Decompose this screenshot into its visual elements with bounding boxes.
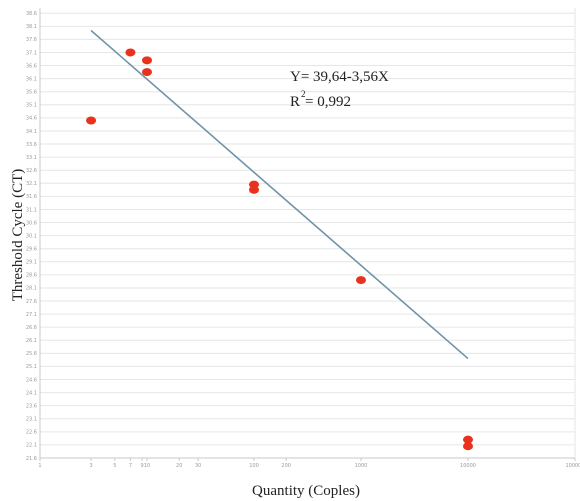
y-tick-label: 31.1 — [26, 207, 37, 213]
y-tick-label: 38.1 — [26, 24, 37, 30]
y-tick-label: 26.6 — [26, 325, 37, 331]
y-tick-label: 24.6 — [26, 377, 37, 383]
y-tick-label: 26.1 — [26, 338, 37, 344]
x-tick-label: 100 — [249, 463, 259, 469]
y-tick-label: 35.1 — [26, 103, 37, 109]
y-tick-label: 21.6 — [26, 456, 37, 462]
y-tick-label: 37.1 — [26, 50, 37, 56]
x-tick-label: 200 — [281, 463, 291, 469]
x-tick-label: 1 — [38, 463, 41, 469]
y-axis-title: Threshold Cycle (CT) — [10, 169, 26, 301]
y-tick-label: 33.6 — [26, 142, 37, 148]
y-tick-label: 27.6 — [26, 299, 37, 305]
axes — [39, 8, 576, 461]
r-squared-exponent: 2 — [301, 89, 306, 99]
y-tick-label: 37.6 — [26, 37, 37, 43]
x-tick-label: 1000 — [355, 463, 368, 469]
gridlines — [40, 12, 575, 459]
x-axis-title: Quantity (Coples) — [252, 483, 360, 499]
x-tick-labels: 1 3 5 7 910 20 30 100 200 1000 10000 100000 — [38, 463, 580, 469]
y-tick-label: 34.1 — [26, 129, 37, 135]
y-tick-label: 31.6 — [26, 194, 37, 200]
y-tick-label: 33.1 — [26, 155, 37, 161]
x-tick-label: 10000 — [460, 463, 476, 469]
x-tick-label: 5 — [113, 463, 116, 469]
data-points — [86, 48, 473, 451]
data-point — [463, 442, 473, 451]
data-point — [125, 48, 136, 57]
data-point — [356, 276, 366, 285]
y-tick-label: 28.1 — [26, 286, 37, 292]
data-point — [463, 435, 473, 444]
y-tick-label: 35.6 — [26, 90, 37, 96]
y-tick-label: 25.6 — [26, 351, 37, 357]
r-squared-prefix: R — [290, 94, 300, 110]
r-squared-value: = 0,992 — [305, 94, 351, 110]
y-tick-label: 22.6 — [26, 430, 37, 436]
y-tick-label: 22.1 — [26, 443, 37, 449]
y-tick-label: 28.6 — [26, 273, 37, 279]
x-tick-label: 3 — [89, 463, 92, 469]
y-tick-label: 36.1 — [26, 76, 37, 82]
x-tick-label: 9 — [141, 463, 144, 469]
trendline — [90, 29, 469, 360]
y-tick-label: 24.1 — [26, 390, 37, 396]
y-tick-labels: 21.6 22.1 22.6 23.1 23.6 24.1 24.6 25.1 25.6 26.1… — [26, 11, 37, 462]
x-tick-label: 30 — [195, 463, 201, 469]
y-tick-label: 34.6 — [26, 116, 37, 122]
x-tick-label: 20 — [176, 463, 182, 469]
y-tick-label: 36.6 — [26, 63, 37, 69]
y-tick-label: 29.6 — [26, 246, 37, 252]
trendline-group — [90, 29, 469, 360]
y-tick-label: 32.1 — [26, 181, 37, 187]
data-point — [142, 68, 152, 77]
y-tick-label: 23.1 — [26, 417, 37, 423]
y-tick-label: 38.6 — [26, 11, 37, 17]
y-tick-label: 32.6 — [26, 168, 37, 174]
x-tick-label: 7 — [129, 463, 132, 469]
data-point — [86, 116, 97, 125]
y-tick-label: 29.1 — [26, 260, 37, 266]
y-tick-label: 30.1 — [26, 233, 37, 239]
equation-label: Y= 39,64-3,56X — [290, 69, 389, 85]
y-tick-label: 27.1 — [26, 312, 37, 318]
y-tick-label: 30.6 — [26, 220, 37, 226]
x-tick-label: 10 — [144, 463, 150, 469]
data-point — [249, 185, 259, 194]
data-point — [142, 56, 152, 65]
y-tick-label: 25.1 — [26, 364, 37, 370]
y-tick-label: 23.6 — [26, 403, 37, 409]
x-tick-label: 100000 — [565, 463, 580, 469]
